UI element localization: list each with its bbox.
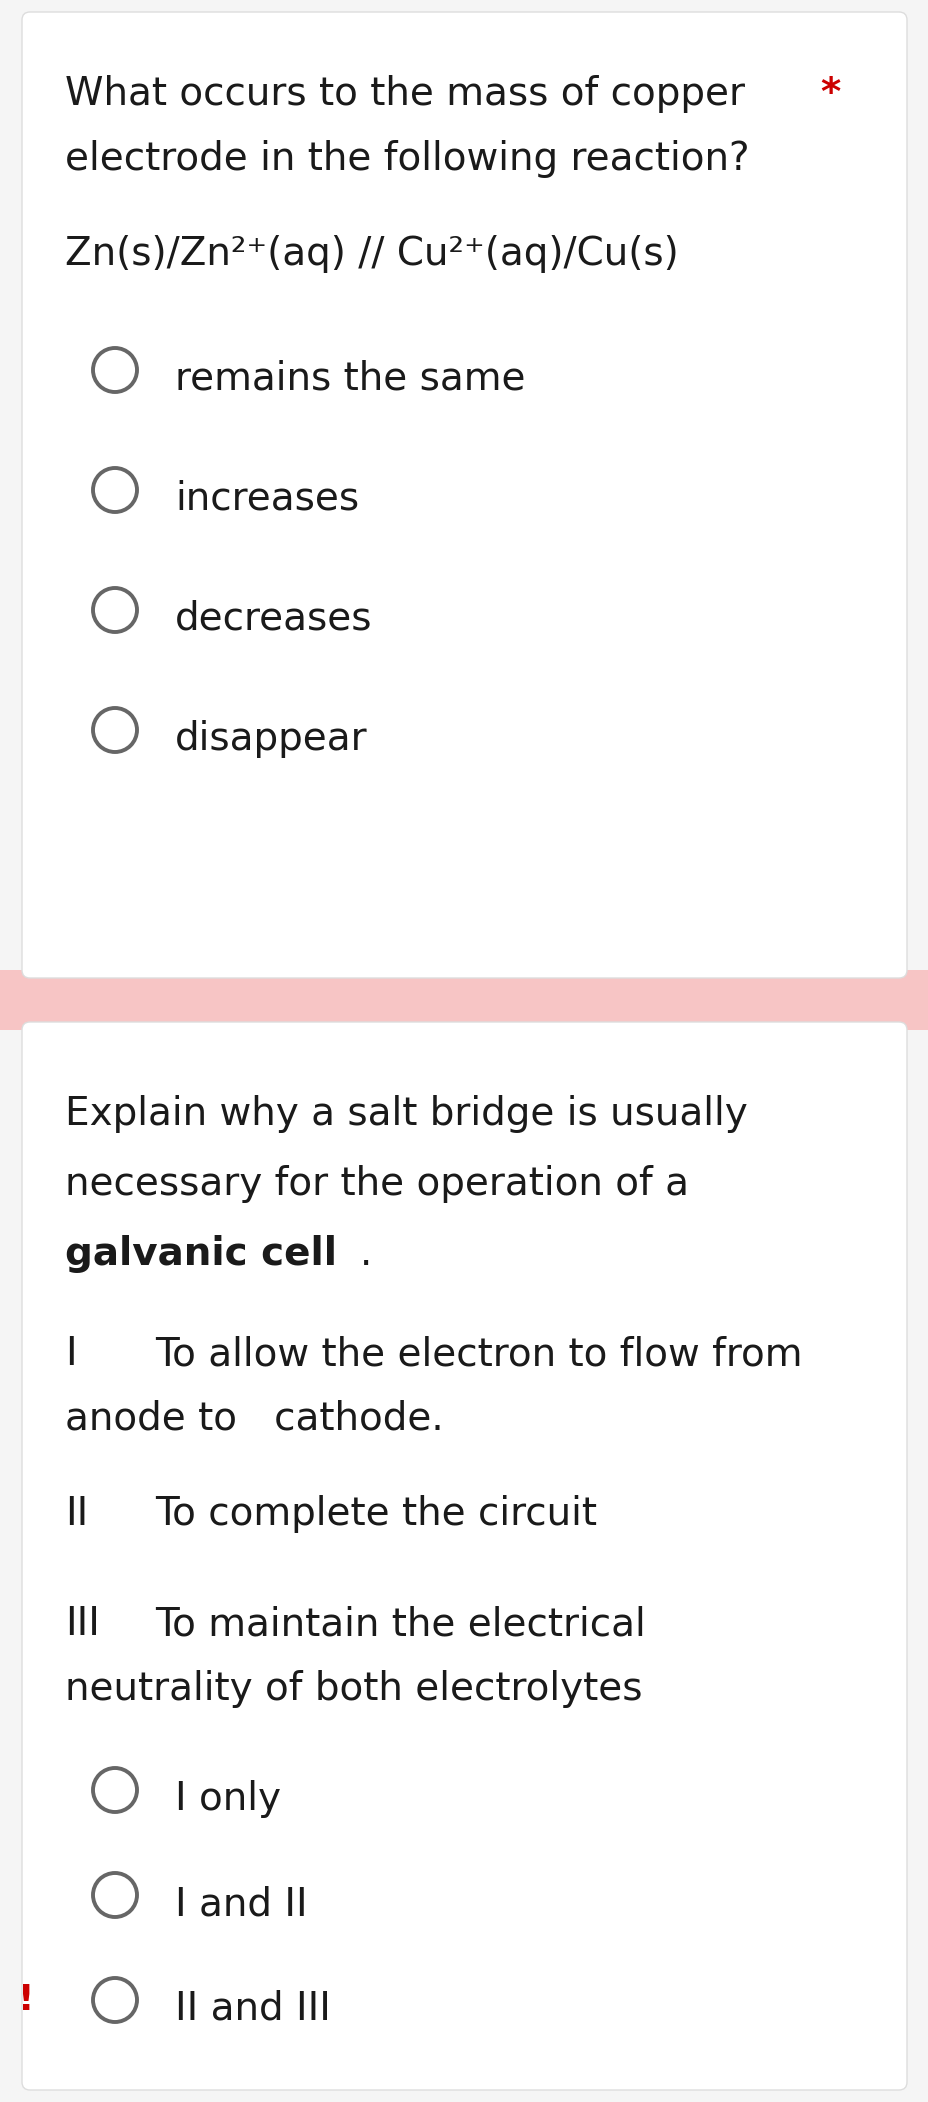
Text: remains the same: remains the same xyxy=(174,359,525,397)
Text: .: . xyxy=(360,1236,372,1274)
Text: neutrality of both electrolytes: neutrality of both electrolytes xyxy=(65,1669,642,1709)
Text: To complete the circuit: To complete the circuit xyxy=(155,1495,597,1532)
Text: !: ! xyxy=(18,1982,34,2018)
Text: decreases: decreases xyxy=(174,599,372,639)
Bar xyxy=(0,969,928,1030)
Text: *: * xyxy=(819,76,839,114)
Text: electrode in the following reaction?: electrode in the following reaction? xyxy=(65,141,749,179)
Text: III: III xyxy=(65,1606,100,1644)
Text: To allow the electron to flow from: To allow the electron to flow from xyxy=(155,1335,802,1373)
Text: I and II: I and II xyxy=(174,1885,307,1923)
Text: II and III: II and III xyxy=(174,1991,330,2028)
Text: I: I xyxy=(65,1335,76,1373)
Text: increases: increases xyxy=(174,479,359,517)
Text: Zn(s)/Zn²⁺(aq) // Cu²⁺(aq)/Cu(s): Zn(s)/Zn²⁺(aq) // Cu²⁺(aq)/Cu(s) xyxy=(65,235,678,273)
Text: II: II xyxy=(65,1495,88,1532)
Text: What occurs to the mass of copper: What occurs to the mass of copper xyxy=(65,76,744,114)
Text: I only: I only xyxy=(174,1780,280,1818)
Text: To maintain the electrical: To maintain the electrical xyxy=(155,1606,645,1644)
Text: galvanic cell: galvanic cell xyxy=(65,1236,337,1274)
Text: disappear: disappear xyxy=(174,721,367,759)
Text: anode to   cathode.: anode to cathode. xyxy=(65,1400,444,1438)
FancyBboxPatch shape xyxy=(22,13,906,977)
Text: Explain why a salt bridge is usually: Explain why a salt bridge is usually xyxy=(65,1095,747,1133)
FancyBboxPatch shape xyxy=(22,1022,906,2089)
Text: necessary for the operation of a: necessary for the operation of a xyxy=(65,1165,689,1202)
